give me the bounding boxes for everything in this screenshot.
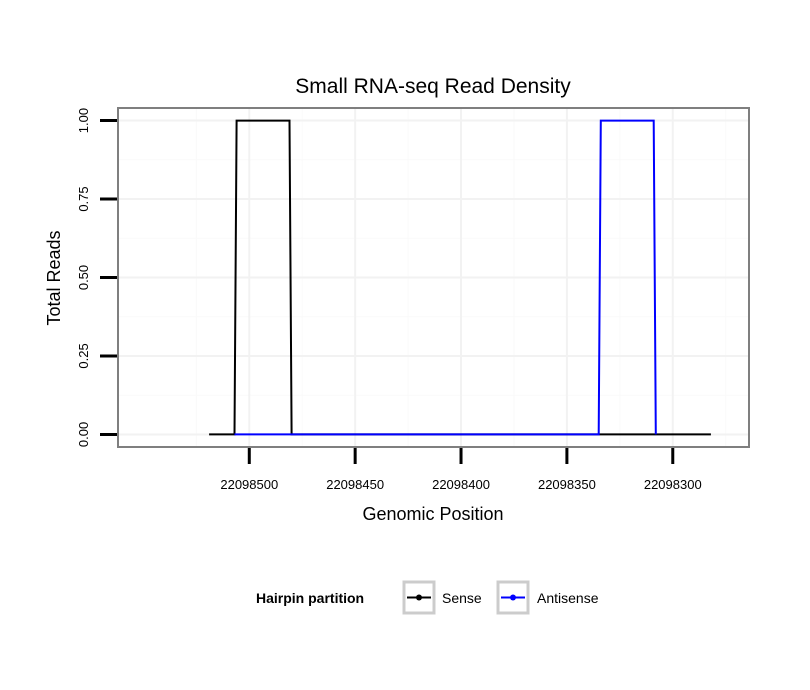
x-tick-label: 22098300 — [644, 477, 702, 492]
legend-item-sense: Sense — [402, 580, 482, 615]
plot-panel-border — [117, 107, 750, 448]
series-line-antisense — [234, 119, 657, 436]
x-tick-label: 22098400 — [432, 477, 490, 492]
legend-swatch-point-antisense — [510, 594, 516, 601]
x-tick-label: 22098500 — [220, 477, 278, 492]
chart-title: Small RNA-seq Read Density — [295, 75, 571, 98]
y-tick-label: 0.25 — [76, 343, 91, 368]
legend-label-sense: Sense — [442, 590, 482, 606]
legend-label-antisense: Antisense — [537, 590, 599, 606]
legend-title: Hairpin partition — [256, 590, 364, 606]
y-tick-label: 0.50 — [76, 265, 91, 290]
y-axis: 0.00 0.25 0.50 0.75 1.00 — [76, 108, 117, 447]
x-axis: 22098500 22098450 22098400 22098350 22098300 — [220, 448, 702, 492]
series-lines — [209, 119, 711, 436]
x-tick-label: 22098450 — [326, 477, 384, 492]
x-axis-title: Genomic Position — [362, 504, 503, 524]
legend-item-antisense: Antisense — [496, 580, 599, 615]
x-tick-label: 22098350 — [538, 477, 596, 492]
y-tick-label: 0.75 — [76, 186, 91, 211]
y-tick-label: 1.00 — [76, 108, 91, 133]
legend-swatch-point-sense — [416, 594, 422, 601]
y-tick-label: 0.00 — [76, 422, 91, 447]
legend: Hairpin partition Sense Antisense — [256, 580, 599, 615]
y-axis-title: Total Reads — [44, 230, 64, 325]
